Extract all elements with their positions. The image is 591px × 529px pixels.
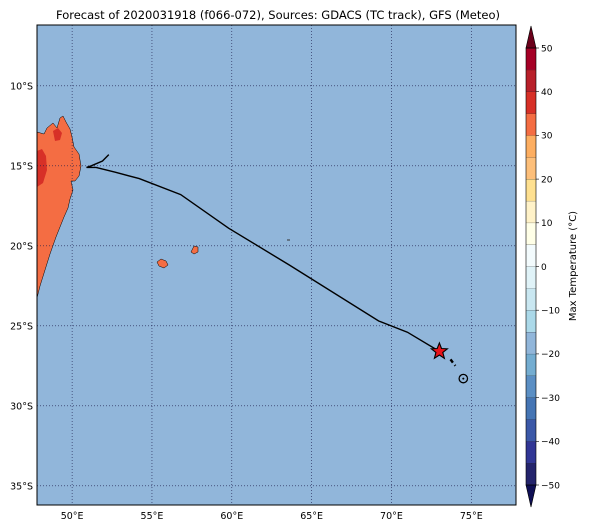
map-frame (36, 24, 517, 506)
colorbar-band (526, 179, 536, 201)
cyclone-track-forecast-dash (449, 358, 457, 367)
landmass-madagascar (37, 115, 82, 299)
map-panel: 10°S 15°S 20°S 25°S 30°S 35°S 50°E 55°E 60°E 65°… (10, 24, 517, 522)
colorbar-band (526, 48, 536, 70)
colorbar-band (526, 463, 536, 485)
lon-tick-label: 65°E (300, 511, 323, 522)
cyclone-track-line (86, 154, 440, 353)
colorbar-tick-label: −30 (541, 394, 560, 404)
lon-tick-label: 55°E (141, 511, 164, 522)
colorbar-band (526, 244, 536, 267)
colorbar-band (526, 157, 536, 180)
colorbar-tick-label: −50 (541, 481, 560, 491)
lat-tick-label: 30°S (10, 401, 33, 412)
island-reunion (156, 258, 169, 269)
lon-tick-label: 70°E (380, 511, 403, 522)
longitude-tick-labels: 50°E 55°E 60°E 65°E 70°E 75°E (61, 511, 483, 522)
lat-tick-label: 10°S (10, 81, 33, 92)
ocean-background (37, 25, 516, 505)
colorbar-tick-labels: 50 40 30 20 10 0 −10 −20 −30 −40 −50 (536, 44, 560, 491)
colorbar-extend-min-triangle (525, 484, 537, 508)
colorbar-tick-label: −20 (541, 350, 560, 360)
circle-icon (458, 373, 469, 384)
colorbar-tick-label: 30 (541, 132, 553, 142)
lon-tick-label: 50°E (61, 511, 84, 522)
colorbar-band (526, 375, 536, 398)
figure-title: Forecast of 2020031918 (f066-072), Sourc… (56, 8, 500, 22)
colorbar-band (526, 113, 536, 136)
latitude-tick-labels: 10°S 15°S 20°S 25°S 30°S 35°S (10, 81, 33, 492)
lat-tick-label: 20°S (10, 241, 33, 252)
colorbar-band (526, 200, 536, 223)
island-mauritius (190, 245, 199, 255)
lon-tick-label: 75°E (460, 511, 483, 522)
colorbar-band (526, 91, 536, 114)
colorbar-band (526, 353, 536, 376)
colorbar-band (526, 288, 536, 311)
colorbar-band (526, 266, 536, 289)
colorbar-bands (526, 47, 536, 485)
colorbar-tick-label: 40 (541, 88, 553, 98)
colorbar-tick-label: 10 (541, 219, 553, 229)
colorbar-tick-label: 0 (541, 263, 547, 273)
colorbar-band (526, 135, 536, 158)
lat-tick-label: 25°S (10, 321, 33, 332)
colorbar-tick-label: 50 (541, 44, 553, 54)
landmass-madagascar-hot-zone-north (53, 128, 62, 141)
colorbar-tick-label: 20 (541, 175, 553, 185)
colorbar: 50 40 30 20 10 0 −10 −20 −30 −40 −50 Max Temperatu… (525, 25, 579, 508)
lat-tick-label: 35°S (10, 481, 33, 492)
lon-tick-label: 60°E (220, 511, 243, 522)
landmass-madagascar-hot-zone (37, 149, 47, 187)
colorbar-band (526, 69, 536, 92)
map-gridlines (37, 25, 516, 505)
star-icon (429, 341, 449, 360)
colorbar-band (526, 332, 536, 354)
colorbar-tick-label: −10 (541, 307, 560, 317)
colorbar-tick-label: −40 (541, 438, 560, 448)
colorbar-extend-max-triangle (525, 25, 537, 49)
colorbar-band (526, 222, 536, 245)
lat-tick-label: 15°S (10, 161, 33, 172)
colorbar-band (526, 397, 536, 420)
colorbar-band (526, 441, 536, 464)
colorbar-band (526, 419, 536, 442)
colorbar-band (526, 310, 536, 333)
colorbar-label: Max Temperature (°C) (568, 211, 579, 321)
